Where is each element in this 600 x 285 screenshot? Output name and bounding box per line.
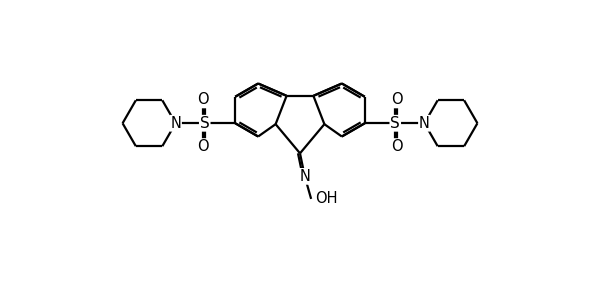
- Text: O: O: [197, 92, 209, 107]
- Text: N: N: [419, 116, 430, 131]
- Text: O: O: [391, 92, 403, 107]
- Text: N: N: [170, 116, 181, 131]
- Text: O: O: [391, 139, 403, 154]
- Text: O: O: [197, 139, 209, 154]
- Text: OH: OH: [315, 192, 338, 206]
- Text: N: N: [299, 169, 310, 184]
- Text: S: S: [391, 116, 400, 131]
- Text: S: S: [200, 116, 209, 131]
